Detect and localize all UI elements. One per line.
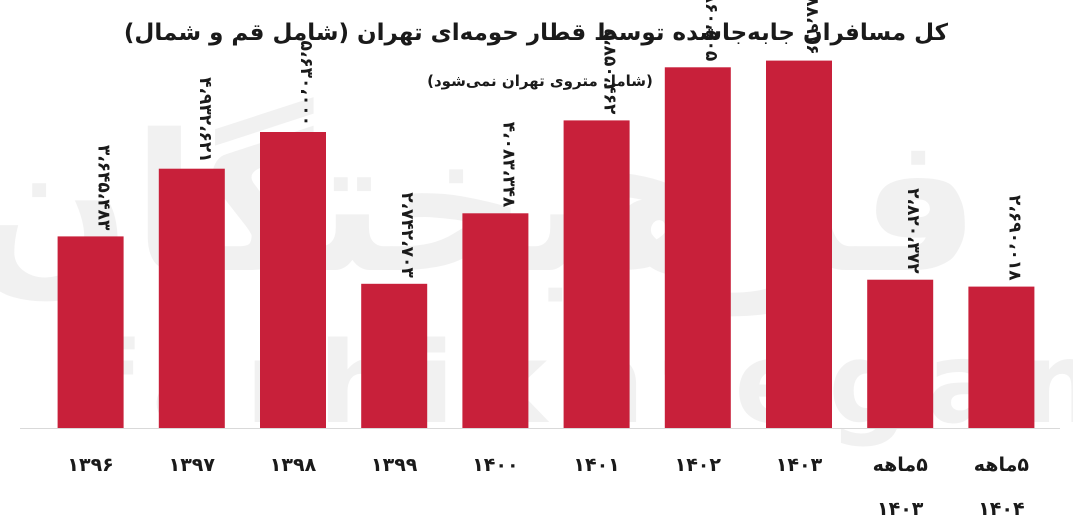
value-label-6: ۶،۸۶۰،۵۰۵ xyxy=(701,0,721,61)
value-label-0: ۳،۶۴۵،۴۸۳ xyxy=(94,145,114,231)
category-labels-group: ۱۳۹۶ ۱۳۹۷ ۱۳۹۸ ۱۳۹۹ ۱۴۰۰ ۱۴۰۱ ۱۴۰۲ ۱۴۰۳ ۵ماهه ۱۴۰… xyxy=(67,454,1029,520)
category-label-3: ۱۳۹۹ xyxy=(371,454,418,476)
category-label-9-line-0: ۵ماهه xyxy=(974,454,1030,476)
bars-group xyxy=(57,60,1035,429)
bar-0 xyxy=(57,236,124,428)
bar-8 xyxy=(867,279,934,428)
value-label-1: ۴،۹۳۲،۶۲۱ xyxy=(195,77,215,163)
category-label-7: ۱۴۰۳ xyxy=(776,454,823,476)
category-label-6: ۱۴۰۲ xyxy=(675,454,722,476)
category-label-5: ۱۴۰۱ xyxy=(573,454,619,476)
category-label-1: ۱۳۹۷ xyxy=(169,454,216,476)
value-label-9: ۲،۶۹۰،۰۱۸ xyxy=(1004,195,1024,281)
bar-3 xyxy=(361,283,428,428)
category-label-2: ۱۳۹۸ xyxy=(270,454,317,476)
category-label-8-line-1: ۱۴۰۳ xyxy=(877,498,924,520)
chart-subtitle: (شامل متروی تهران نمی‌شود) xyxy=(427,72,653,90)
bar-5 xyxy=(563,120,630,429)
bar-7 xyxy=(766,60,832,428)
bar-4 xyxy=(462,213,529,428)
value-label-5: ۵،۸۵۰،۴۶۲ xyxy=(600,29,620,115)
category-label-8-line-0: ۵ماهه xyxy=(873,454,929,476)
value-label-7: ۶،۹۸۸،۹۱۶ xyxy=(802,0,822,55)
bar-1 xyxy=(158,168,225,428)
value-labels-group: ۳،۶۴۵،۴۸۳ ۴،۹۳۲،۶۲۱ ۵،۶۳۰،۰۰۰ ۲،۷۴۲،۷۰۳ ۴،۰۸… xyxy=(94,0,1025,281)
value-label-2: ۵،۶۳۰،۰۰۰ xyxy=(296,40,316,126)
bar-6 xyxy=(664,67,731,429)
chart-title: کل مسافران جابه‌جاشده توسط قطار حومه‌ای … xyxy=(124,20,949,46)
category-label-9-line-1: ۱۴۰۴ xyxy=(978,498,1024,520)
bar-2 xyxy=(260,132,326,428)
value-label-3: ۲،۷۴۲،۷۰۳ xyxy=(397,192,417,278)
bar-9 xyxy=(968,286,1035,428)
value-label-4: ۴،۰۸۳،۳۴۸ xyxy=(498,122,518,208)
category-label-4: ۱۴۰۰ xyxy=(472,454,518,476)
category-label-0: ۱۳۹۶ xyxy=(67,454,113,476)
value-label-8: ۲،۸۲۰،۳۷۲ xyxy=(903,188,923,274)
